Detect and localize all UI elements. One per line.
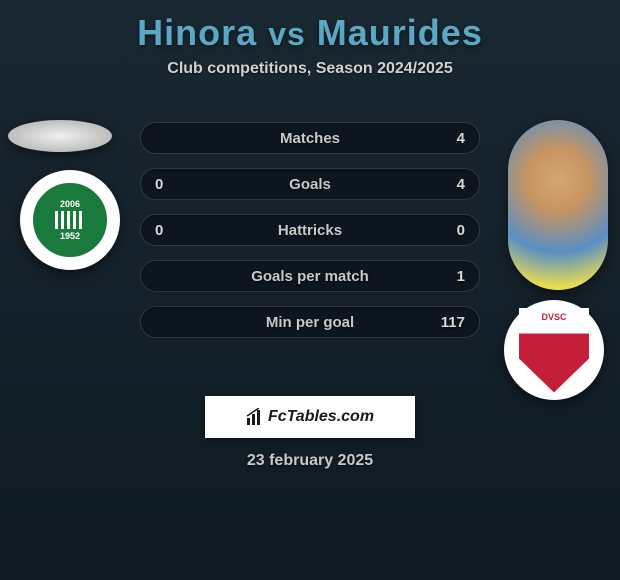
brand-text: FcTables.com xyxy=(268,408,374,426)
club-left-year-top: 2006 xyxy=(55,199,85,209)
date-text: 23 february 2025 xyxy=(247,452,373,470)
stat-left-value: 0 xyxy=(155,176,163,193)
title-vs: vs xyxy=(268,16,306,52)
club-left-badge: 2006 1952 xyxy=(30,180,110,260)
stat-right-value: 4 xyxy=(457,130,465,147)
stat-right-value: 0 xyxy=(457,222,465,239)
stat-label: Goals xyxy=(141,176,479,193)
stat-label: Matches xyxy=(141,130,479,147)
stat-row-hattricks: 0 Hattricks 0 xyxy=(140,214,480,246)
player2-avatar xyxy=(508,120,608,290)
stat-label: Hattricks xyxy=(141,222,479,239)
stat-row-matches: Matches 4 xyxy=(140,122,480,154)
club-right-name: DVSC xyxy=(541,312,566,322)
stat-label: Goals per match xyxy=(141,268,479,285)
comparison-title: Hinora vs Maurides xyxy=(0,0,620,54)
stat-right-value: 1 xyxy=(457,268,465,285)
stat-row-goals: 0 Goals 4 xyxy=(140,168,480,200)
stat-row-min-per-goal: Min per goal 117 xyxy=(140,306,480,338)
subtitle: Club competitions, Season 2024/2025 xyxy=(0,60,620,78)
club-right-badge: DVSC xyxy=(519,308,589,393)
player2-name: Maurides xyxy=(317,12,483,53)
fctables-badge: FcTables.com xyxy=(205,396,415,438)
stat-label: Min per goal xyxy=(141,314,479,331)
club-left-year-bottom: 1952 xyxy=(55,231,85,241)
player1-name: Hinora xyxy=(137,12,257,53)
chart-icon xyxy=(246,408,264,426)
stats-container: Matches 4 0 Goals 4 0 Hattricks 0 Goals … xyxy=(140,122,480,352)
player1-club-logo: 2006 1952 xyxy=(20,170,120,270)
stat-left-value: 0 xyxy=(155,222,163,239)
stat-right-value: 4 xyxy=(457,176,465,193)
stat-row-goals-per-match: Goals per match 1 xyxy=(140,260,480,292)
player2-club-logo: DVSC xyxy=(504,300,604,400)
stat-right-value: 117 xyxy=(441,314,465,331)
player1-avatar xyxy=(8,120,112,152)
